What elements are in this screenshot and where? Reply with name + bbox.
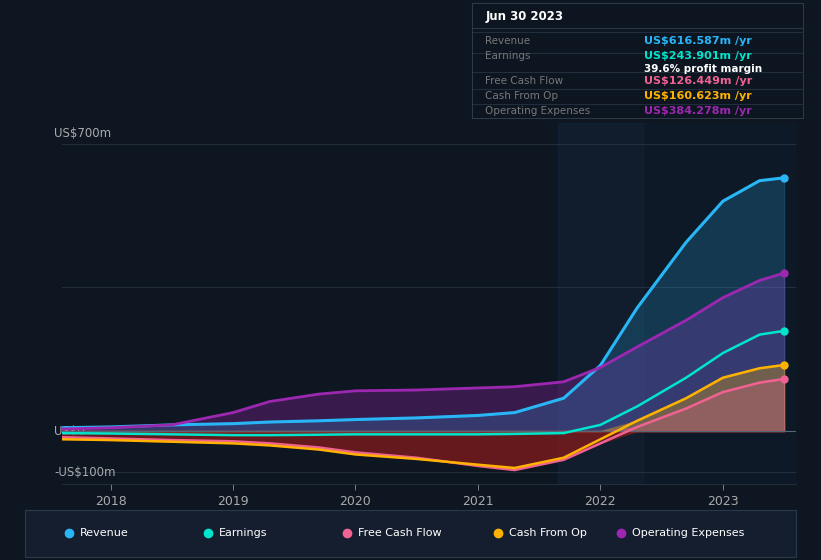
- Bar: [557, 123, 644, 484]
- Text: Cash From Op: Cash From Op: [508, 529, 586, 538]
- Bar: [644, 123, 796, 484]
- Text: Free Cash Flow: Free Cash Flow: [358, 529, 442, 538]
- Text: Jun 30 2023: Jun 30 2023: [485, 10, 563, 23]
- Text: Revenue: Revenue: [80, 529, 129, 538]
- Text: US$160.623m /yr: US$160.623m /yr: [644, 91, 752, 101]
- Text: Operating Expenses: Operating Expenses: [632, 529, 745, 538]
- Text: Cash From Op: Cash From Op: [485, 91, 558, 101]
- Text: US$243.901m /yr: US$243.901m /yr: [644, 50, 752, 60]
- Text: US$0: US$0: [54, 424, 85, 437]
- Text: US$616.587m /yr: US$616.587m /yr: [644, 36, 752, 46]
- Text: Operating Expenses: Operating Expenses: [485, 106, 590, 116]
- Text: US$126.449m /yr: US$126.449m /yr: [644, 76, 752, 86]
- Text: US$384.278m /yr: US$384.278m /yr: [644, 106, 752, 116]
- Text: 39.6% profit margin: 39.6% profit margin: [644, 64, 762, 74]
- Text: Free Cash Flow: Free Cash Flow: [485, 76, 563, 86]
- Text: -US$100m: -US$100m: [54, 465, 116, 479]
- Text: Earnings: Earnings: [485, 50, 531, 60]
- Text: Revenue: Revenue: [485, 36, 530, 46]
- Text: US$700m: US$700m: [54, 127, 112, 140]
- Text: Earnings: Earnings: [219, 529, 268, 538]
